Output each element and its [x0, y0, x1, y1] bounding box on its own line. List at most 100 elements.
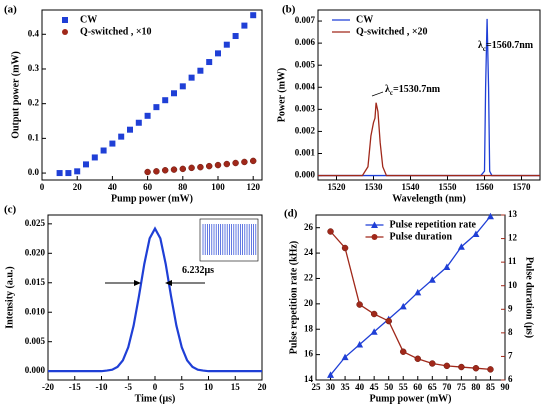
y-tick-label: 16 — [304, 349, 314, 359]
panel: 1520 1530 1540 1550 1560 1570 0.000 0.001 0.002 0… — [276, 4, 541, 204]
y2-tick-label: 7 — [508, 350, 513, 360]
y-tick-label: 0.015 — [25, 277, 46, 287]
x-tick-label: 1520 — [328, 182, 347, 192]
x-tick-label: 120 — [246, 182, 260, 192]
panel-label: (d) — [284, 208, 298, 220]
y2-tick-label: 12 — [508, 233, 518, 243]
marker — [232, 159, 239, 167]
legend-label: Q-switched , ×20 — [356, 26, 428, 37]
y-axis-label: Pulse repetition rate (kHz) — [288, 241, 299, 354]
marker — [100, 147, 107, 154]
x-tick-label: 75 — [457, 382, 467, 392]
marker — [205, 162, 213, 170]
legend-label: Q-switched , ×10 — [80, 26, 152, 37]
marker — [458, 363, 465, 371]
panel: 0 20 40 60 80 100 120 0.0 0.1 0.2 0.3 0.4 Pump power… — [4, 4, 263, 204]
marker — [429, 360, 436, 367]
marker — [153, 104, 160, 111]
x-tick-label: 85 — [486, 382, 496, 392]
x-tick-label: -10 — [96, 382, 108, 392]
y-tick-label: 0.010 — [25, 306, 46, 316]
marker — [356, 340, 364, 348]
legend-marker — [371, 221, 378, 228]
annotation-sub: c — [390, 89, 393, 97]
marker — [179, 83, 186, 90]
marker — [83, 161, 89, 168]
y-tick-label: 0.0 — [28, 167, 40, 177]
marker — [171, 90, 177, 97]
x-tick-label: 60 — [143, 182, 153, 192]
marker — [179, 165, 187, 173]
y-tick-label: 0.020 — [25, 247, 46, 257]
x-tick-label: 35 — [341, 382, 351, 392]
legend-marker — [62, 17, 68, 23]
x-axis-label: Wavelength (nm) — [392, 193, 466, 204]
x-tick-label: 70 — [442, 382, 452, 392]
marker — [250, 12, 257, 19]
marker — [65, 170, 72, 177]
y-tick-label: 0.002 — [295, 125, 316, 135]
plot-frame — [317, 9, 541, 181]
y-tick-label: 24 — [304, 247, 314, 257]
y-axis-label: Intensity (a.u.) — [4, 266, 15, 329]
x-tick-label: 1530 — [365, 182, 384, 192]
marker — [428, 276, 436, 283]
annotation: λc=1560.7nm — [478, 40, 534, 52]
x-tick-label: 100 — [211, 182, 225, 192]
x-tick-label: 1560 — [476, 182, 495, 192]
x-tick-label: -15 — [69, 382, 81, 392]
marker — [109, 140, 116, 147]
x-tick-label: 80 — [178, 182, 188, 192]
y-tick-label: 26 — [304, 222, 314, 232]
legend-label: CW — [80, 14, 97, 25]
annotation-arrow — [371, 91, 384, 97]
marker — [249, 157, 257, 165]
x-tick-label: 55 — [399, 382, 409, 392]
marker — [472, 230, 480, 238]
annotation-symbol: λ — [385, 84, 390, 95]
y-tick-label: 0.001 — [295, 148, 316, 158]
marker — [414, 288, 422, 296]
y-tick-label: 0.4 — [28, 28, 40, 38]
marker — [443, 263, 451, 271]
marker — [214, 161, 222, 169]
y2-axis-label: Pulse duration (μs) — [524, 257, 535, 338]
y2-tick-label: 6 — [508, 374, 513, 384]
x-tick-label: 40 — [355, 382, 365, 392]
x-tick-label: 20 — [258, 382, 268, 392]
y2-tick-label: 8 — [508, 327, 513, 337]
x-tick-label: 90 — [501, 382, 511, 392]
marker — [188, 164, 195, 172]
x-tick-label: 30 — [326, 382, 336, 392]
plot-frame — [315, 214, 506, 381]
marker — [241, 22, 248, 29]
annotation: λc=1530.7nm — [385, 84, 441, 96]
x-tick-label: 20 — [73, 182, 83, 192]
inset — [199, 218, 259, 262]
marker — [327, 371, 335, 378]
x-tick-label: 5 — [180, 382, 185, 392]
x-tick-label: 40 — [108, 182, 118, 192]
series-line — [48, 226, 262, 373]
y-tick-label: 14 — [304, 374, 314, 384]
marker — [370, 310, 378, 318]
annotation-symbol: λ — [478, 40, 483, 51]
x-tick-label: 1540 — [402, 182, 421, 192]
x-tick-label: 0 — [153, 382, 158, 392]
x-axis-label: Pump power (mW) — [369, 393, 451, 404]
marker — [215, 50, 221, 57]
y-tick-label: 0.004 — [295, 81, 316, 91]
y2-tick-label: 13 — [508, 209, 518, 219]
marker — [56, 170, 63, 177]
marker — [91, 154, 98, 161]
y-tick-label: 0.000 — [25, 365, 46, 375]
marker — [144, 168, 151, 176]
y2-tick-label: 11 — [508, 256, 517, 266]
marker — [486, 212, 494, 220]
annotation-text: 6.232μs — [182, 265, 214, 276]
marker — [399, 348, 407, 355]
marker — [223, 41, 230, 48]
y-tick-label: 0.006 — [295, 37, 316, 47]
x-tick-label: 60 — [413, 382, 423, 392]
y-tick-label: 0.005 — [295, 59, 316, 69]
